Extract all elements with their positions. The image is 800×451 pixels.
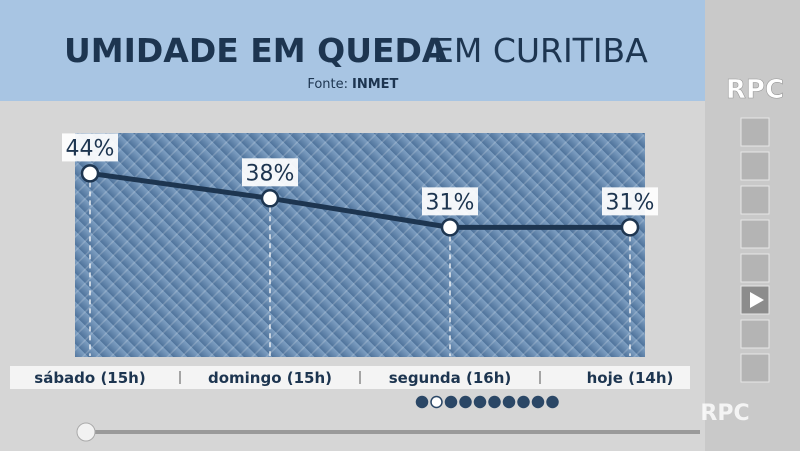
icon[interactable]	[740, 353, 770, 383]
plot-area	[75, 133, 645, 357]
logo-watermark: RPC	[700, 401, 749, 426]
source-label: Fonte:	[307, 77, 348, 92]
value-label-box	[62, 133, 118, 162]
value-label: 38%	[246, 161, 295, 186]
icon[interactable]	[740, 117, 770, 147]
page-dot	[488, 395, 501, 409]
icon[interactable]	[740, 151, 770, 181]
icon[interactable]	[740, 219, 770, 249]
point	[440, 218, 460, 237]
page-dot	[473, 395, 487, 409]
page-dot	[531, 395, 545, 409]
value-label: 31%	[606, 190, 655, 215]
logo: RPC	[726, 75, 784, 105]
play-icon	[750, 292, 764, 308]
progress-knob[interactable]	[76, 422, 96, 442]
point	[620, 218, 640, 237]
value-label-box	[422, 187, 478, 216]
page-dot	[444, 395, 458, 409]
page-dot	[415, 395, 429, 409]
icon[interactable]	[740, 253, 770, 283]
source: INMET	[352, 77, 399, 92]
icon[interactable]	[740, 185, 770, 215]
page-dot	[430, 395, 443, 409]
x-tick-label: sábado (15h)	[34, 369, 145, 387]
icon[interactable]	[740, 319, 770, 349]
point	[80, 164, 100, 183]
value-label: 44%	[66, 136, 115, 161]
title-banner	[0, 0, 705, 101]
value-label-box	[242, 158, 298, 187]
chart-title: UMIDADE EM QUEDA	[64, 31, 448, 70]
page-dots	[415, 395, 559, 409]
line	[89, 170, 630, 230]
x-tick-label: hoje (14h)	[587, 369, 674, 387]
x-tick-label: domingo (15h)	[208, 369, 332, 387]
value-label-box	[602, 187, 658, 216]
page-dot	[502, 395, 516, 409]
sidebar-icons	[740, 117, 770, 383]
page-dot	[546, 395, 559, 409]
value-label: 31%	[426, 190, 475, 215]
chart-title-suffix: EM CURITIBA	[433, 31, 648, 70]
point	[260, 189, 280, 208]
x-tick-label: segunda (16h)	[389, 369, 512, 387]
page-dot	[459, 395, 472, 409]
page-dot	[517, 395, 530, 409]
